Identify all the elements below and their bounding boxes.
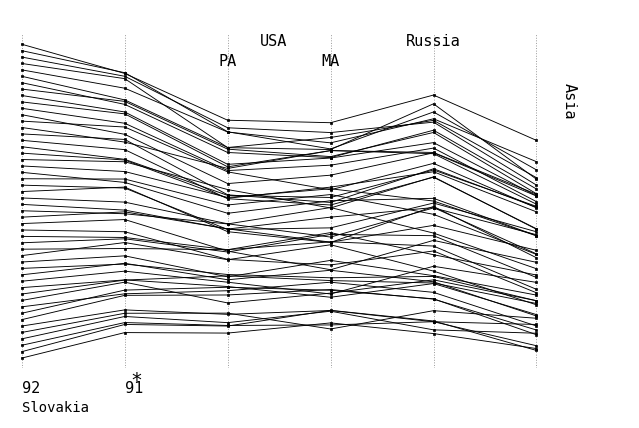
Text: PA: PA: [219, 54, 237, 69]
Text: USA: USA: [260, 34, 288, 49]
Text: Slovakia: Slovakia: [22, 401, 89, 416]
Text: Asia: Asia: [562, 83, 577, 119]
Text: 91: 91: [125, 381, 143, 396]
Text: 92: 92: [22, 381, 40, 396]
Text: Russia: Russia: [406, 34, 461, 49]
Text: MA: MA: [321, 54, 340, 69]
Text: *: *: [130, 372, 142, 390]
